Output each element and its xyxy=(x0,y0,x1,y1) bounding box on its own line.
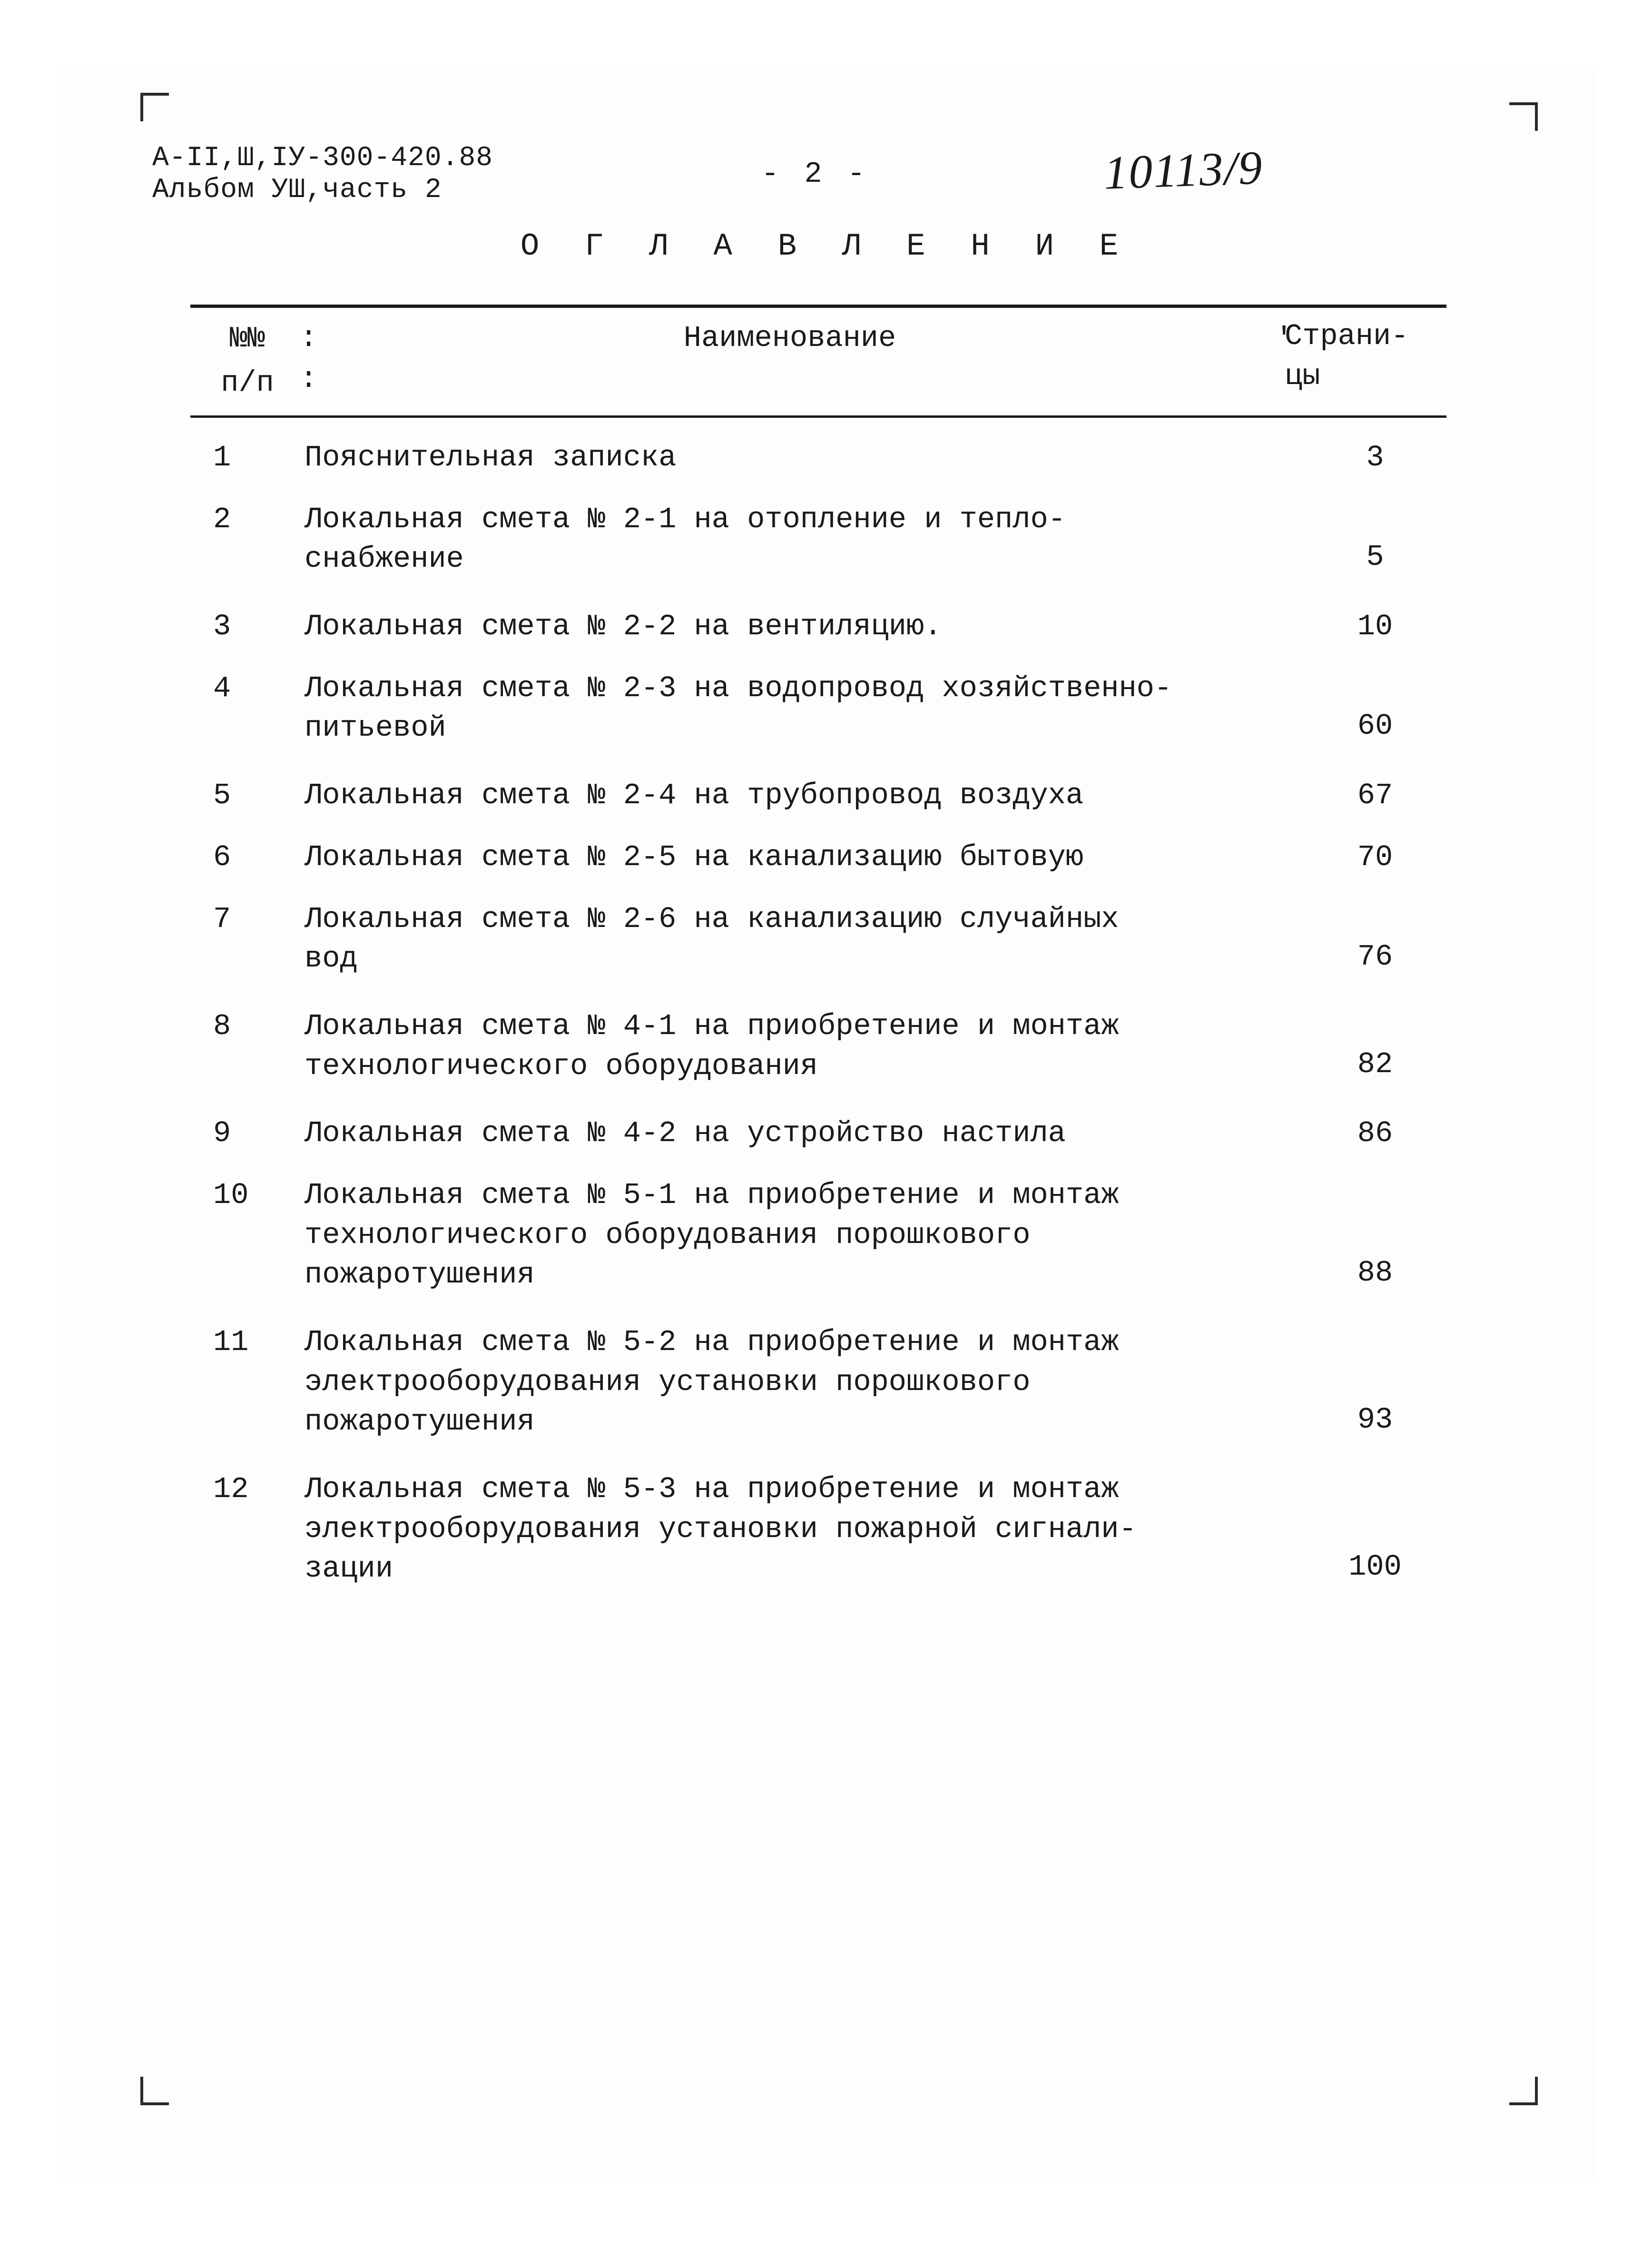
row-number: 11 xyxy=(190,1322,305,1362)
row-number: 9 xyxy=(190,1114,305,1154)
toc-table: №№ п/п Наименование : Страни- цы 1Поясни… xyxy=(190,305,1446,1609)
table-row: 12Локальная смета № 5-3 на приобретение … xyxy=(190,1462,1446,1597)
row-gap xyxy=(190,1302,1446,1315)
row-page: 76 xyxy=(1304,937,1446,979)
table-row: 9Локальная смета № 4-2 на устройство нас… xyxy=(190,1106,1446,1163)
row-name: Локальная смета № 2-3 на водопровод хозя… xyxy=(305,669,1304,748)
col-header-number-l2: п/п xyxy=(190,361,305,405)
row-number: 1 xyxy=(190,438,305,478)
row-gap xyxy=(190,825,1446,830)
col-header-page-l1: Страни- xyxy=(1285,316,1446,356)
row-name: Локальная смета № 2-2 на вентиляцию. xyxy=(305,607,1304,647)
row-gap xyxy=(190,1449,1446,1462)
row-number: 4 xyxy=(190,669,305,709)
col-header-number: №№ п/п xyxy=(190,316,305,405)
row-page: 86 xyxy=(1304,1114,1446,1155)
row-page: 100 xyxy=(1304,1547,1446,1589)
table-body: 1Пояснительная записка32Локальная смета … xyxy=(190,418,1446,1609)
row-name: Локальная смета № 2-4 на трубопровод воз… xyxy=(305,776,1304,816)
row-gap xyxy=(190,1094,1446,1106)
row-page: 82 xyxy=(1304,1045,1446,1086)
row-name: Локальная смета № 5-1 на приобретение и … xyxy=(305,1175,1304,1295)
page-title: О Г Л А В Л Е Н И Е xyxy=(0,228,1652,264)
table-row: 10Локальная смета № 5-1 на приобретение … xyxy=(190,1168,1446,1302)
row-page: 70 xyxy=(1304,838,1446,879)
row-number: 7 xyxy=(190,899,305,939)
row-page: 10 xyxy=(1304,607,1446,649)
document-code-line1: А-II,Ш,IУ-300-420.88 xyxy=(152,143,493,175)
table-row: 8Локальная смета № 4-1 на приобретение и… xyxy=(190,999,1446,1094)
crop-mark-bottom-left xyxy=(140,2077,169,2105)
row-number: 2 xyxy=(190,500,305,540)
crop-mark-top-right xyxy=(1509,102,1538,131)
rule-top xyxy=(190,305,1446,308)
row-name: Локальная смета № 5-3 на приобретение и … xyxy=(305,1469,1304,1589)
handwritten-annotation: 10113/9 xyxy=(1103,140,1264,200)
row-page: 60 xyxy=(1304,706,1446,748)
page-number: - 2 - xyxy=(761,157,869,191)
row-page: 88 xyxy=(1304,1253,1446,1295)
row-gap xyxy=(190,887,1446,892)
row-number: 8 xyxy=(190,1006,305,1046)
crop-mark-top-left xyxy=(140,93,169,121)
row-number: 6 xyxy=(190,838,305,878)
row-page: 5 xyxy=(1304,537,1446,579)
table-row: 5Локальная смета № 2-4 на трубопровод во… xyxy=(190,768,1446,825)
row-page: 93 xyxy=(1304,1400,1446,1442)
row-name: Локальная смета № 5-2 на приобретение и … xyxy=(305,1322,1304,1442)
crop-mark-bottom-right xyxy=(1509,2077,1538,2105)
row-name: Локальная смета № 4-1 на приобретение и … xyxy=(305,1006,1304,1086)
row-name: Локальная смета № 2-5 на канализацию быт… xyxy=(305,838,1304,878)
table-row: 11Локальная смета № 5-2 на приобретение … xyxy=(190,1315,1446,1449)
table-row: 1Пояснительная записка3 xyxy=(190,430,1446,487)
col-header-page: Страни- цы xyxy=(1275,316,1446,405)
table-row: 6Локальная смета № 2-5 на канализацию бы… xyxy=(190,830,1446,887)
row-page: 67 xyxy=(1304,776,1446,818)
table-row: 3Локальная смета № 2-2 на вентиляцию.10 xyxy=(190,599,1446,656)
table-row: 2Локальная смета № 2-1 на отопление и те… xyxy=(190,492,1446,587)
row-gap xyxy=(190,587,1446,599)
table-row: 7Локальная смета № 2-6 на канализацию сл… xyxy=(190,892,1446,986)
row-page: 3 xyxy=(1304,438,1446,480)
row-gap xyxy=(190,986,1446,999)
row-gap xyxy=(190,656,1446,661)
row-name: Локальная смета № 4-2 на устройство наст… xyxy=(305,1114,1304,1154)
col-separator-bottom: : xyxy=(300,362,317,396)
col-header-number-l1: №№ xyxy=(190,316,305,361)
table-row: 4Локальная смета № 2-3 на водопровод хоз… xyxy=(190,661,1446,756)
row-gap xyxy=(190,756,1446,768)
row-number: 5 xyxy=(190,776,305,816)
row-gap xyxy=(190,487,1446,492)
col-header-page-l2: цы xyxy=(1285,356,1446,396)
row-name: Локальная смета № 2-1 на отопление и теп… xyxy=(305,500,1304,579)
row-name: Пояснительная записка xyxy=(305,438,1304,478)
row-gap xyxy=(190,1597,1446,1609)
col-header-name-text: Наименование xyxy=(684,321,896,355)
document-code: А-II,Ш,IУ-300-420.88 Альбом УШ,часть 2 xyxy=(152,143,493,206)
col-header-name: Наименование : xyxy=(305,316,1275,405)
row-number: 10 xyxy=(190,1175,305,1215)
document-code-line2: Альбом УШ,часть 2 xyxy=(152,175,493,207)
row-name: Локальная смета № 2-6 на канализацию слу… xyxy=(305,899,1304,979)
table-header: №№ п/п Наименование : Страни- цы xyxy=(190,308,1446,415)
row-gap xyxy=(190,1163,1446,1168)
row-number: 3 xyxy=(190,607,305,647)
row-number: 12 xyxy=(190,1469,305,1509)
